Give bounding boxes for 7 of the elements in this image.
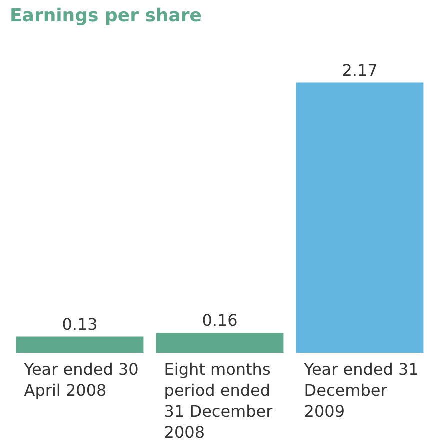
- x-tick-label: Eight months period ended 31 December 2008: [164, 360, 274, 442]
- data-label: 0.16: [202, 311, 238, 330]
- data-label: 0.13: [62, 314, 98, 334]
- x-tick-label: Year ended 31 December 2009: [303, 360, 419, 422]
- x-tick-label: Year ended 30 April 2008: [23, 360, 139, 400]
- chart-title: Earnings per share: [10, 5, 202, 26]
- data-label: 2.17: [342, 60, 378, 80]
